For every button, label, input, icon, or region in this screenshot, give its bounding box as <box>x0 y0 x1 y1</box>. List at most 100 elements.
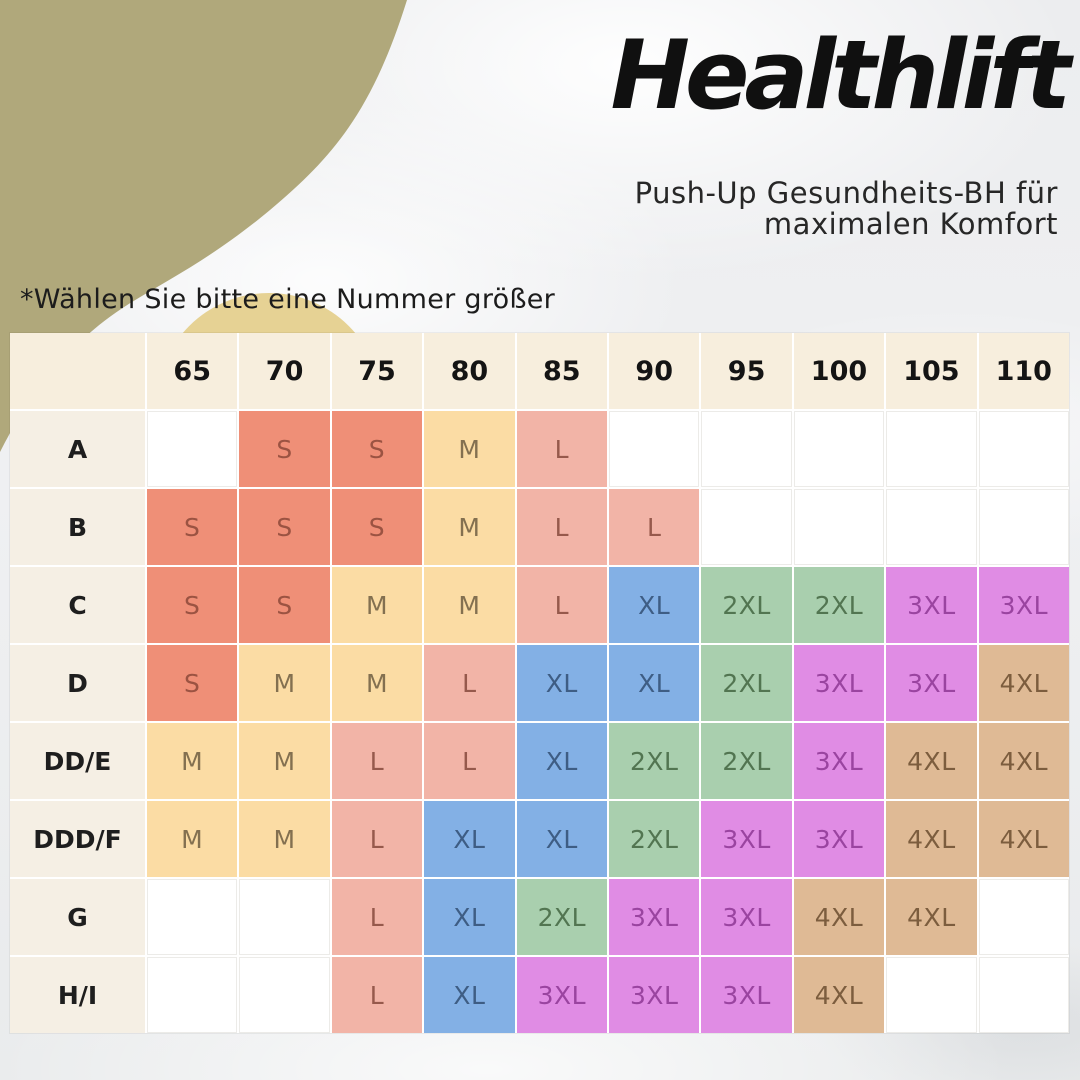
cell-g-70-empty <box>239 879 330 955</box>
cell-ddd-f-105: 4XL <box>886 801 977 877</box>
cell-dd-e-75: L <box>331 723 423 799</box>
cell-c-105: 3XL <box>886 567 977 643</box>
cell-ddd-f-100: 3XL <box>793 801 885 877</box>
cell-dd-e-95: 2XL <box>701 723 792 799</box>
cell-h-i-110-empty <box>978 957 1069 1033</box>
cell-ddd-f-90: 2XL <box>609 801 700 877</box>
cell-a-80: M <box>424 411 515 487</box>
brand-logo: Healthlift <box>610 21 1071 131</box>
size-chart-table: 65 70 75 80 85 90 95 100 105 110 A S S M L B S S S M L L C S S M M… <box>10 333 1069 1033</box>
column-header-80: 80 <box>424 333 515 409</box>
cell-ddd-f-75: L <box>331 801 423 877</box>
row-label-ddd-f: DDD/F <box>10 801 145 877</box>
cell-b-65: S <box>147 489 238 565</box>
cell-g-75: L <box>331 879 423 955</box>
cell-h-i-70-empty <box>239 957 330 1033</box>
cell-dd-e-100: 3XL <box>793 723 885 799</box>
cell-c-70: S <box>239 567 330 643</box>
cell-c-95: 2XL <box>701 567 792 643</box>
cell-d-110: 4XL <box>978 645 1069 721</box>
row-label-dd-e: DD/E <box>10 723 145 799</box>
cell-dd-e-85: XL <box>516 723 607 799</box>
cell-b-110-empty <box>978 489 1069 565</box>
cell-a-100-empty <box>793 411 885 487</box>
cell-c-75: M <box>331 567 423 643</box>
cell-c-100: 2XL <box>793 567 885 643</box>
cell-dd-e-90: 2XL <box>609 723 700 799</box>
column-header-70: 70 <box>239 333 330 409</box>
column-header-90: 90 <box>609 333 700 409</box>
cell-dd-e-105: 4XL <box>886 723 977 799</box>
cell-b-75: S <box>331 489 423 565</box>
column-header-75: 75 <box>331 333 423 409</box>
cell-b-80: M <box>424 489 515 565</box>
cell-g-110-empty <box>978 879 1069 955</box>
olive-blob-decoration <box>0 0 407 452</box>
cell-a-110-empty <box>978 411 1069 487</box>
cell-c-110: 3XL <box>978 567 1069 643</box>
cell-ddd-f-85: XL <box>516 801 607 877</box>
product-subtitle: Push-Up Gesundheits-BH für maximalen Komf… <box>498 176 1058 242</box>
cell-c-65: S <box>147 567 238 643</box>
cell-g-80: XL <box>424 879 515 955</box>
cell-a-70: S <box>239 411 330 487</box>
row-label-b: B <box>10 489 145 565</box>
cell-d-65: S <box>147 645 238 721</box>
cell-dd-e-70: M <box>239 723 330 799</box>
cell-c-90: XL <box>609 567 700 643</box>
row-label-h-i: H/I <box>10 957 145 1033</box>
cell-g-65-empty <box>147 879 238 955</box>
size-note: *Wählen Sie bitte eine Nummer größer <box>20 284 556 315</box>
cell-d-105: 3XL <box>886 645 977 721</box>
column-header-110: 110 <box>978 333 1069 409</box>
cell-h-i-75: L <box>331 957 423 1033</box>
product-subtitle-line2: maximalen Komfort <box>763 207 1058 242</box>
cell-d-70: M <box>239 645 330 721</box>
cell-ddd-f-65: M <box>147 801 238 877</box>
cell-g-95: 3XL <box>701 879 792 955</box>
cell-h-i-100: 4XL <box>793 957 885 1033</box>
cell-ddd-f-80: XL <box>424 801 515 877</box>
cell-h-i-85: 3XL <box>516 957 607 1033</box>
cell-d-100: 3XL <box>793 645 885 721</box>
cell-b-100-empty <box>793 489 885 565</box>
cell-dd-e-65: M <box>147 723 238 799</box>
cell-b-95-empty <box>701 489 792 565</box>
cell-c-85: L <box>516 567 607 643</box>
cell-h-i-105-empty <box>886 957 977 1033</box>
cell-a-85: L <box>516 411 607 487</box>
cell-d-80: L <box>424 645 515 721</box>
column-header-95: 95 <box>701 333 792 409</box>
cell-g-90: 3XL <box>609 879 700 955</box>
cell-b-70: S <box>239 489 330 565</box>
cell-ddd-f-70: M <box>239 801 330 877</box>
cell-a-95-empty <box>701 411 792 487</box>
row-label-d: D <box>10 645 145 721</box>
cell-h-i-95: 3XL <box>701 957 792 1033</box>
cell-a-65-empty <box>147 411 238 487</box>
column-header-105: 105 <box>886 333 977 409</box>
cell-b-105-empty <box>886 489 977 565</box>
cell-ddd-f-95: 3XL <box>701 801 792 877</box>
column-header-65: 65 <box>147 333 238 409</box>
row-label-a: A <box>10 411 145 487</box>
column-header-85: 85 <box>516 333 607 409</box>
cell-d-95: 2XL <box>701 645 792 721</box>
cell-d-90: XL <box>609 645 700 721</box>
table-corner-cell <box>10 333 145 409</box>
cell-a-90-empty <box>609 411 700 487</box>
row-label-g: G <box>10 879 145 955</box>
cell-dd-e-80: L <box>424 723 515 799</box>
cell-h-i-80: XL <box>424 957 515 1033</box>
cell-d-75: M <box>331 645 423 721</box>
cell-a-105-empty <box>886 411 977 487</box>
olive-blob-shape <box>0 0 407 452</box>
cell-g-85: 2XL <box>516 879 607 955</box>
cell-g-105: 4XL <box>886 879 977 955</box>
cell-ddd-f-110: 4XL <box>978 801 1069 877</box>
cell-b-90: L <box>609 489 700 565</box>
cell-d-85: XL <box>516 645 607 721</box>
row-label-c: C <box>10 567 145 643</box>
product-subtitle-line1: Push-Up Gesundheits-BH für <box>634 176 1058 210</box>
column-header-100: 100 <box>793 333 885 409</box>
